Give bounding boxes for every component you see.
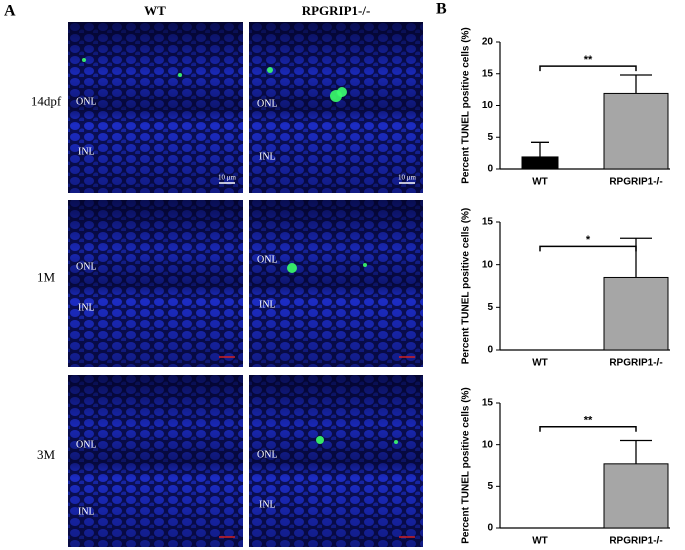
y-tick-label: 0 — [487, 164, 493, 175]
panel-label: A — [4, 3, 16, 20]
layer-label: INL — [259, 499, 276, 510]
micrograph-shade — [68, 375, 243, 547]
micrograph-shade — [249, 22, 423, 193]
y-tick-label: 15 — [482, 68, 494, 79]
y-axis-label: Percent TUNEL positive cells (%) — [461, 27, 472, 184]
significance-bracket — [539, 65, 637, 72]
tunel-signal — [394, 440, 398, 444]
layer-label: ONL — [257, 254, 278, 265]
bar — [603, 92, 669, 170]
tunel-signal — [267, 67, 273, 73]
layer-label: ONL — [76, 96, 97, 107]
layer-label: ONL — [257, 449, 278, 460]
y-tick-label: 5 — [487, 302, 493, 313]
significance-label: * — [586, 234, 591, 246]
layer-label: INL — [78, 146, 95, 157]
y-axis-label: Percent TUNEL positive cells (%) — [461, 208, 472, 365]
x-tick-label: WT — [532, 177, 548, 188]
row-label: 1M — [37, 269, 56, 284]
bar — [521, 156, 559, 170]
y-tick-label: 10 — [482, 259, 494, 270]
column-label: RPGRIP1-/- — [302, 3, 371, 18]
tunel-signal — [363, 263, 367, 267]
layer-label: INL — [78, 302, 95, 313]
y-tick-label: 10 — [482, 439, 494, 450]
tunel-signal — [316, 436, 324, 444]
bar — [603, 463, 669, 529]
significance-bracket — [539, 426, 637, 432]
y-tick-label: 10 — [482, 100, 494, 111]
significance-bracket — [539, 245, 637, 252]
significance-label: ** — [584, 415, 593, 427]
layer-label: INL — [78, 506, 95, 517]
scale-bar-label: 10 μm — [398, 174, 417, 182]
y-tick-label: 15 — [482, 398, 494, 409]
x-tick-label: WT — [532, 358, 548, 369]
row-label: 3M — [37, 447, 56, 462]
tunel-signal — [178, 73, 182, 77]
tunel-signal — [337, 87, 347, 97]
y-tick-label: 20 — [482, 37, 494, 48]
layer-label: ONL — [257, 98, 278, 109]
bar — [603, 276, 669, 351]
x-tick-label: WT — [532, 536, 548, 547]
micrograph-shade — [249, 200, 423, 367]
column-label: WT — [144, 3, 166, 18]
micrograph-shade — [249, 375, 423, 547]
y-tick-label: 15 — [482, 217, 494, 228]
row-label: 14dpf — [31, 93, 62, 108]
tunel-signal — [82, 58, 86, 62]
y-tick-label: 5 — [487, 481, 493, 492]
layer-label: INL — [259, 151, 276, 162]
tunel-signal — [287, 263, 297, 273]
y-tick-label: 5 — [487, 132, 493, 143]
y-tick-label: 0 — [487, 345, 493, 356]
x-tick-label: RPGRIP1-/- — [609, 177, 662, 188]
layer-label: INL — [259, 299, 276, 310]
micrograph-shade — [68, 200, 243, 367]
panel-label: B — [436, 1, 447, 18]
micrograph-shade — [68, 22, 243, 193]
significance-label: ** — [584, 54, 593, 66]
scale-bar-label: 10 μm — [218, 174, 237, 182]
layer-label: ONL — [76, 261, 97, 272]
x-tick-label: RPGRIP1-/- — [609, 536, 662, 547]
y-tick-label: 0 — [487, 523, 493, 534]
x-tick-label: RPGRIP1-/- — [609, 358, 662, 369]
layer-label: ONL — [76, 439, 97, 450]
y-axis-label: Percent TUNEL positive cells (%) — [461, 387, 472, 544]
